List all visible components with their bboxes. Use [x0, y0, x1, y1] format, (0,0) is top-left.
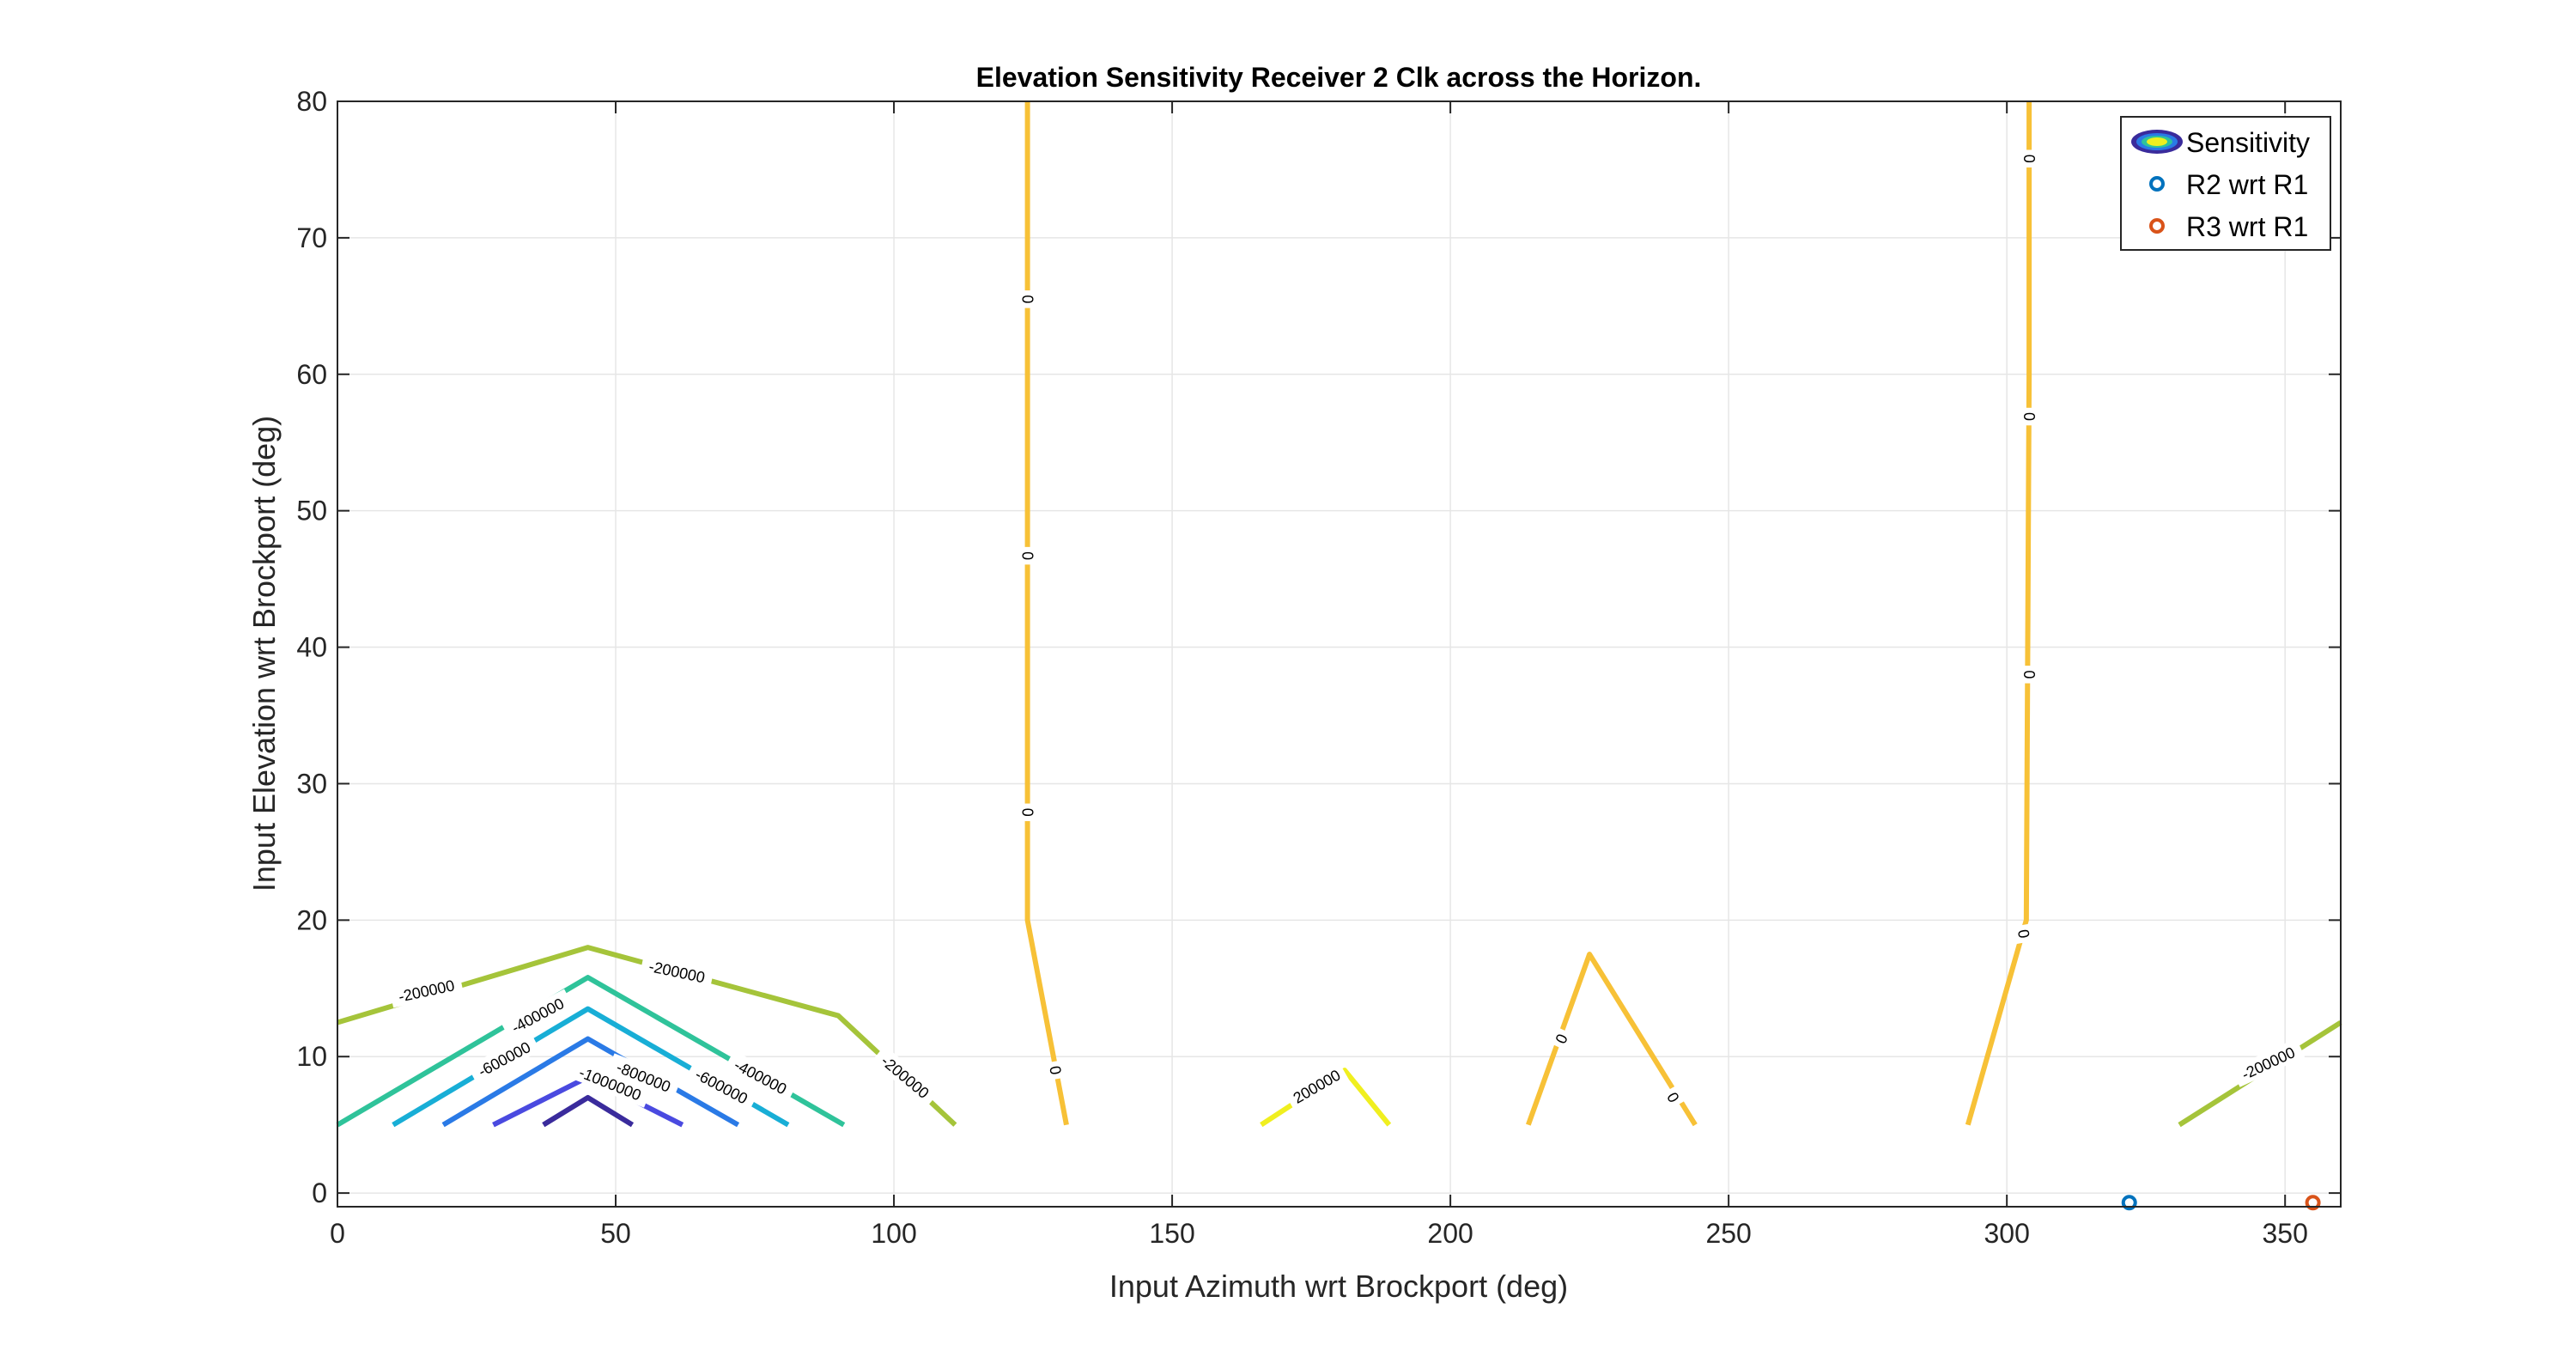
legend-label-r2: R2 wrt R1	[2186, 169, 2308, 200]
y-axis-label: Input Elevation wrt Brockport (deg)	[246, 416, 282, 892]
contour-label-group: 0	[1660, 1084, 1687, 1111]
data-point	[2305, 1195, 2321, 1211]
x-tick-label: 300	[1984, 1218, 2029, 1249]
contour-label-group: 0	[2012, 922, 2037, 945]
legend-label-sensitivity: Sensitivity	[2186, 127, 2310, 158]
y-tick-label: 0	[312, 1178, 327, 1208]
contour-label: 0	[1019, 551, 1036, 560]
contour-label-background	[1284, 1061, 1349, 1111]
y-tick-label: 60	[296, 359, 327, 390]
contour-line	[542, 1094, 635, 1128]
contour-line	[1260, 1068, 1392, 1128]
grid-lines	[337, 100, 2341, 1207]
contour-label-background	[1018, 290, 1039, 308]
x-tick-label: 0	[330, 1218, 345, 1249]
legend-label-r3: R3 wrt R1	[2186, 211, 2308, 242]
x-axis-label: Input Azimuth wrt Brockport (deg)	[1109, 1269, 1568, 1304]
contour-label: 0	[2020, 670, 2038, 679]
contour-label-background	[1547, 1025, 1575, 1051]
y-tick-label: 20	[296, 904, 327, 935]
contour-label-background	[2012, 922, 2037, 945]
y-tick-label: 50	[296, 496, 327, 526]
data-point	[2121, 1195, 2137, 1211]
contour-label-background	[2020, 666, 2041, 684]
y-tick-label: 80	[296, 86, 327, 117]
contour-label-group: 0	[1018, 290, 1039, 308]
plot-frame	[337, 100, 2342, 1208]
y-tick-label: 30	[296, 768, 327, 799]
contour-label-background	[501, 989, 574, 1041]
contour-line	[1965, 101, 2032, 1126]
r2-marker-icon	[2149, 176, 2165, 192]
x-tick-label: 200	[1427, 1218, 1473, 1249]
contour-label-background	[389, 972, 464, 1008]
contour-label-background	[871, 1045, 940, 1108]
data-points	[2121, 1195, 2321, 1211]
contour-label-background	[685, 1060, 759, 1112]
contour-label-group: 0	[1044, 1059, 1068, 1081]
x-tick-label: 350	[2262, 1218, 2307, 1249]
contour-line	[1526, 952, 1698, 1127]
legend-item-sensitivity: Sensitivity	[2131, 127, 2310, 158]
contour-label-group: 0	[1547, 1025, 1575, 1051]
x-tick-label: 100	[871, 1218, 916, 1249]
x-tick-label: 250	[1705, 1218, 1751, 1249]
r3-marker-icon	[2149, 218, 2165, 234]
legend-item-r2: R2 wrt R1	[2149, 169, 2308, 200]
contour-label-background	[606, 1053, 682, 1099]
contour-label-background	[467, 1032, 541, 1085]
plot-area	[337, 101, 2341, 1207]
contour-line	[441, 1036, 740, 1128]
y-tick-label: 10	[296, 1041, 327, 1072]
contour-label-background	[568, 1058, 652, 1108]
contour-label-group: 0	[1018, 546, 1039, 565]
legend: Sensitivity R2 wrt R1 R3 wrt R1	[2120, 116, 2331, 251]
contour-label-background	[1018, 803, 1039, 822]
contour-line	[1024, 101, 1069, 1126]
contour-label-background	[2020, 149, 2041, 167]
contour-label-group: 0	[2020, 149, 2041, 167]
contour-label-background	[2020, 407, 2041, 426]
contour-label-background	[1660, 1084, 1687, 1111]
contour-label-background	[1044, 1059, 1068, 1081]
contour-label-group: 0	[2020, 407, 2041, 426]
y-tick-label: 40	[296, 632, 327, 663]
contour-label: 0	[1046, 1064, 1064, 1075]
contour-label-background	[640, 953, 714, 989]
chart-title: Elevation Sensitivity Receiver 2 Clk acr…	[976, 62, 1702, 93]
legend-item-r3: R3 wrt R1	[2149, 211, 2308, 242]
contour-label: 0	[1019, 295, 1036, 303]
x-tick-label: 50	[600, 1218, 631, 1249]
contour-label: 0	[2020, 155, 2038, 163]
contour-label-background	[2231, 1038, 2306, 1087]
x-tick-label: 150	[1149, 1218, 1194, 1249]
contour-label-background	[724, 1050, 798, 1103]
y-tick-label: 70	[296, 222, 327, 253]
contour-label-background	[1018, 546, 1039, 565]
contour-label-group: 0	[2020, 666, 2041, 684]
contour-label-group: 0	[1018, 803, 1039, 822]
contour-label: 0	[2014, 928, 2032, 940]
contour-label: 0	[2020, 412, 2038, 421]
contour-label: 0	[1019, 808, 1036, 817]
contour-ellipse-icon	[2131, 130, 2183, 154]
